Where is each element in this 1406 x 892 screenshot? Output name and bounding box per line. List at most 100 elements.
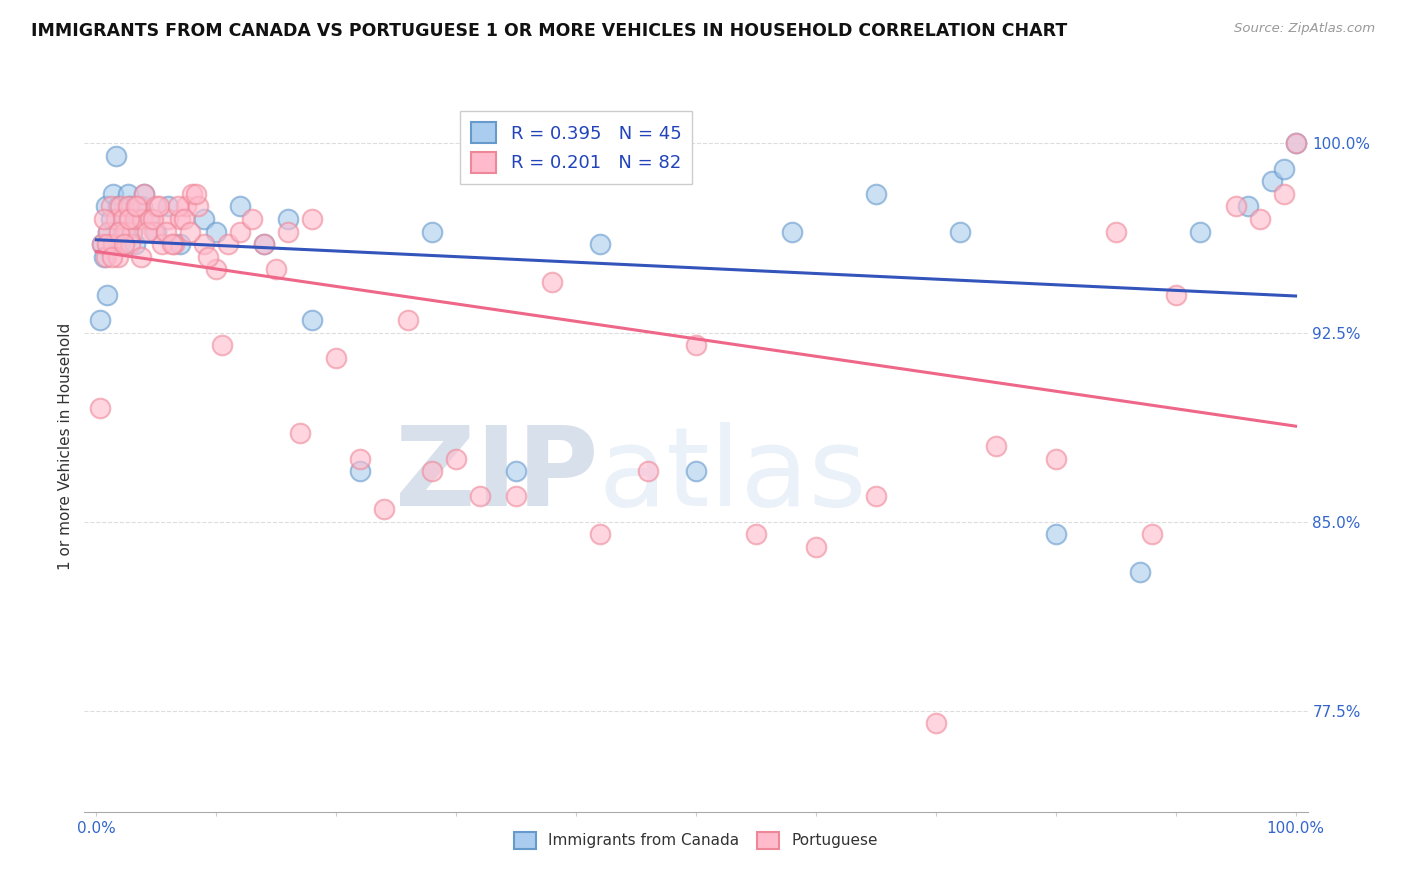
Point xyxy=(118,212,141,227)
Point xyxy=(117,199,139,213)
Point xyxy=(91,237,114,252)
Point xyxy=(110,199,132,213)
Point xyxy=(1236,199,1258,213)
Point xyxy=(163,237,186,252)
Point xyxy=(139,212,162,227)
Point xyxy=(780,225,803,239)
Point xyxy=(1272,161,1295,176)
Point xyxy=(157,212,180,227)
Point xyxy=(93,250,115,264)
Point xyxy=(229,225,252,239)
Point xyxy=(804,540,827,554)
Point xyxy=(101,186,124,201)
Point xyxy=(541,275,564,289)
Point xyxy=(396,313,419,327)
Point xyxy=(1284,136,1306,151)
Point xyxy=(301,313,323,327)
Point xyxy=(505,490,527,504)
Point xyxy=(169,237,191,252)
Point xyxy=(1045,451,1067,466)
Point xyxy=(589,237,612,252)
Point xyxy=(253,237,276,252)
Point xyxy=(157,199,180,213)
Point xyxy=(193,237,215,252)
Point xyxy=(444,451,467,466)
Point xyxy=(1272,186,1295,201)
Point xyxy=(505,464,527,478)
Point xyxy=(637,464,659,478)
Point xyxy=(349,464,371,478)
Point xyxy=(193,212,215,227)
Point xyxy=(94,199,117,213)
Point xyxy=(1188,225,1211,239)
Point xyxy=(187,199,209,213)
Point xyxy=(101,237,124,252)
Text: atlas: atlas xyxy=(598,422,866,529)
Point xyxy=(110,237,132,252)
Point xyxy=(253,237,276,252)
Point xyxy=(925,716,948,731)
Point xyxy=(96,287,118,301)
Point xyxy=(468,490,491,504)
Point xyxy=(290,426,312,441)
Point xyxy=(100,212,122,227)
Y-axis label: 1 or more Vehicles in Household: 1 or more Vehicles in Household xyxy=(58,322,73,570)
Point xyxy=(127,199,149,213)
Point xyxy=(1225,199,1247,213)
Text: ZIP: ZIP xyxy=(395,422,598,529)
Point xyxy=(134,186,156,201)
Point xyxy=(301,212,323,227)
Point xyxy=(325,351,347,365)
Point xyxy=(264,262,287,277)
Point xyxy=(121,225,143,239)
Point xyxy=(127,212,149,227)
Point xyxy=(118,237,141,252)
Point xyxy=(277,212,299,227)
Point xyxy=(217,237,239,252)
Point xyxy=(150,237,173,252)
Point xyxy=(131,212,153,227)
Point xyxy=(169,212,191,227)
Point xyxy=(167,199,190,213)
Point xyxy=(745,527,768,541)
Point xyxy=(89,401,111,416)
Point xyxy=(865,186,887,201)
Point xyxy=(125,199,148,213)
Point xyxy=(145,225,167,239)
Point xyxy=(124,237,146,252)
Point xyxy=(111,225,134,239)
Point xyxy=(1105,225,1128,239)
Point xyxy=(135,225,157,239)
Point xyxy=(129,250,152,264)
Point xyxy=(229,199,252,213)
Point xyxy=(1284,136,1306,151)
Point xyxy=(373,502,395,516)
Point xyxy=(1045,527,1067,541)
Point xyxy=(111,212,134,227)
Point xyxy=(148,199,170,213)
Point xyxy=(114,225,136,239)
Point xyxy=(420,464,443,478)
Text: Source: ZipAtlas.com: Source: ZipAtlas.com xyxy=(1234,22,1375,36)
Point xyxy=(984,439,1007,453)
Point xyxy=(91,237,114,252)
Point xyxy=(107,250,129,264)
Point xyxy=(104,149,127,163)
Point xyxy=(184,186,207,201)
Point xyxy=(205,262,228,277)
Point xyxy=(93,212,115,227)
Point xyxy=(240,212,263,227)
Point xyxy=(117,186,139,201)
Point xyxy=(112,237,135,252)
Point xyxy=(205,225,228,239)
Point xyxy=(155,225,177,239)
Point xyxy=(160,237,183,252)
Point xyxy=(101,250,124,264)
Point xyxy=(1260,174,1282,188)
Point xyxy=(197,250,219,264)
Point xyxy=(685,338,707,352)
Point xyxy=(107,199,129,213)
Point xyxy=(96,237,118,252)
Point xyxy=(865,490,887,504)
Point xyxy=(181,186,204,201)
